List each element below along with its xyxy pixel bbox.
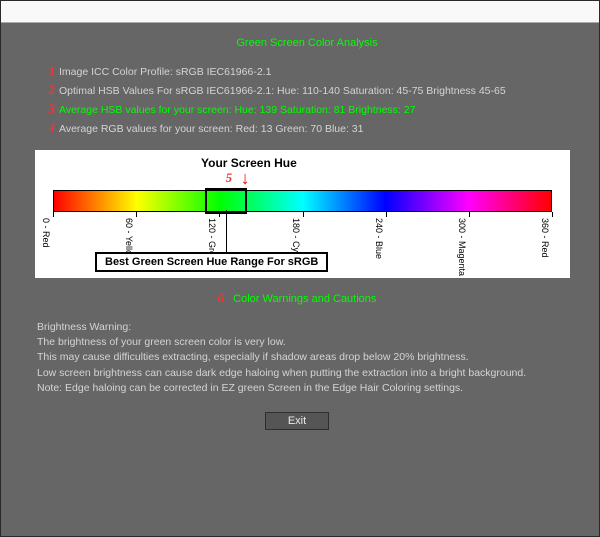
chart-title: Your Screen Hue: [201, 156, 552, 170]
warning-line: Note: Edge haloing can be corrected in E…: [37, 381, 571, 396]
window-titlebar: [1, 1, 599, 23]
tick: 240 - Blue: [386, 212, 387, 217]
tick-mark: [303, 212, 304, 217]
hue-spectrum: [53, 190, 552, 212]
tick-mark: [219, 212, 220, 217]
warning-line: This may cause difficulties extracting, …: [37, 350, 571, 365]
tick-label: 360 - Red: [540, 218, 550, 258]
line-number: 3: [43, 101, 55, 117]
tick-label: 240 - Blue: [374, 218, 384, 259]
line-number: 1: [43, 63, 55, 79]
tick: 360 - Red: [552, 212, 553, 217]
warnings-title: 6 Color Warnings and Cautions: [23, 290, 571, 306]
info-line: 3 Average HSB values for your screen: Hue…: [43, 101, 571, 117]
warnings-number: 6: [218, 290, 225, 305]
tick-mark: [552, 212, 553, 217]
tick-label: 300 - Magenta: [457, 218, 467, 276]
tick-mark: [469, 212, 470, 217]
tick-mark: [136, 212, 137, 217]
info-line: 4 Average RGB values for your screen: Red…: [43, 120, 571, 136]
line-text: Average HSB values for your screen: Hue:…: [59, 104, 415, 116]
hue-chart: Your Screen Hue 5 0 - Red 60 - Yellow 120 …: [35, 150, 570, 278]
warning-line: The brightness of your green screen colo…: [37, 335, 571, 350]
line-number: 2: [43, 82, 55, 98]
line-text: Optimal HSB Values For sRGB IEC61966-2.1…: [59, 85, 506, 97]
tick-label: 0 - Red: [41, 218, 51, 248]
button-row: Exit: [23, 412, 571, 430]
tick: 300 - Magenta: [469, 212, 470, 217]
tick: 0 - Red: [53, 212, 54, 217]
warning-heading: Brightness Warning:: [37, 320, 571, 335]
warning-line: Low screen brightness can cause dark edg…: [37, 366, 571, 381]
warnings-title-text: Color Warnings and Cautions: [233, 293, 376, 305]
tick-mark: [53, 212, 54, 217]
tick: 180 - Cyan: [303, 212, 304, 217]
content-area: Green Screen Color Analysis 1 Image ICC C…: [1, 37, 599, 446]
info-line: 2 Optimal HSB Values For sRGB IEC61966-2.…: [43, 82, 571, 98]
warning-block: Brightness Warning: The brightness of yo…: [37, 320, 571, 396]
arrow-down-icon: [241, 168, 250, 189]
line-text: Image ICC Color Profile: sRGB IEC61966-2…: [59, 66, 271, 78]
range-caption: Best Green Screen Hue Range For sRGB: [95, 252, 328, 272]
page-title: Green Screen Color Analysis: [43, 37, 571, 49]
chart-marker-number: 5: [226, 170, 233, 186]
tick: 120 - Green: [219, 212, 220, 217]
tick: 60 - Yellow: [136, 212, 137, 217]
exit-button[interactable]: Exit: [265, 412, 329, 430]
info-lines: 1 Image ICC Color Profile: sRGB IEC61966-…: [43, 63, 571, 136]
line-text: Average RGB values for your screen: Red:…: [59, 123, 363, 135]
tick-mark: [386, 212, 387, 217]
line-number: 4: [43, 120, 55, 136]
info-line: 1 Image ICC Color Profile: sRGB IEC61966-…: [43, 63, 571, 79]
chart-marker-row: 5: [53, 172, 552, 190]
